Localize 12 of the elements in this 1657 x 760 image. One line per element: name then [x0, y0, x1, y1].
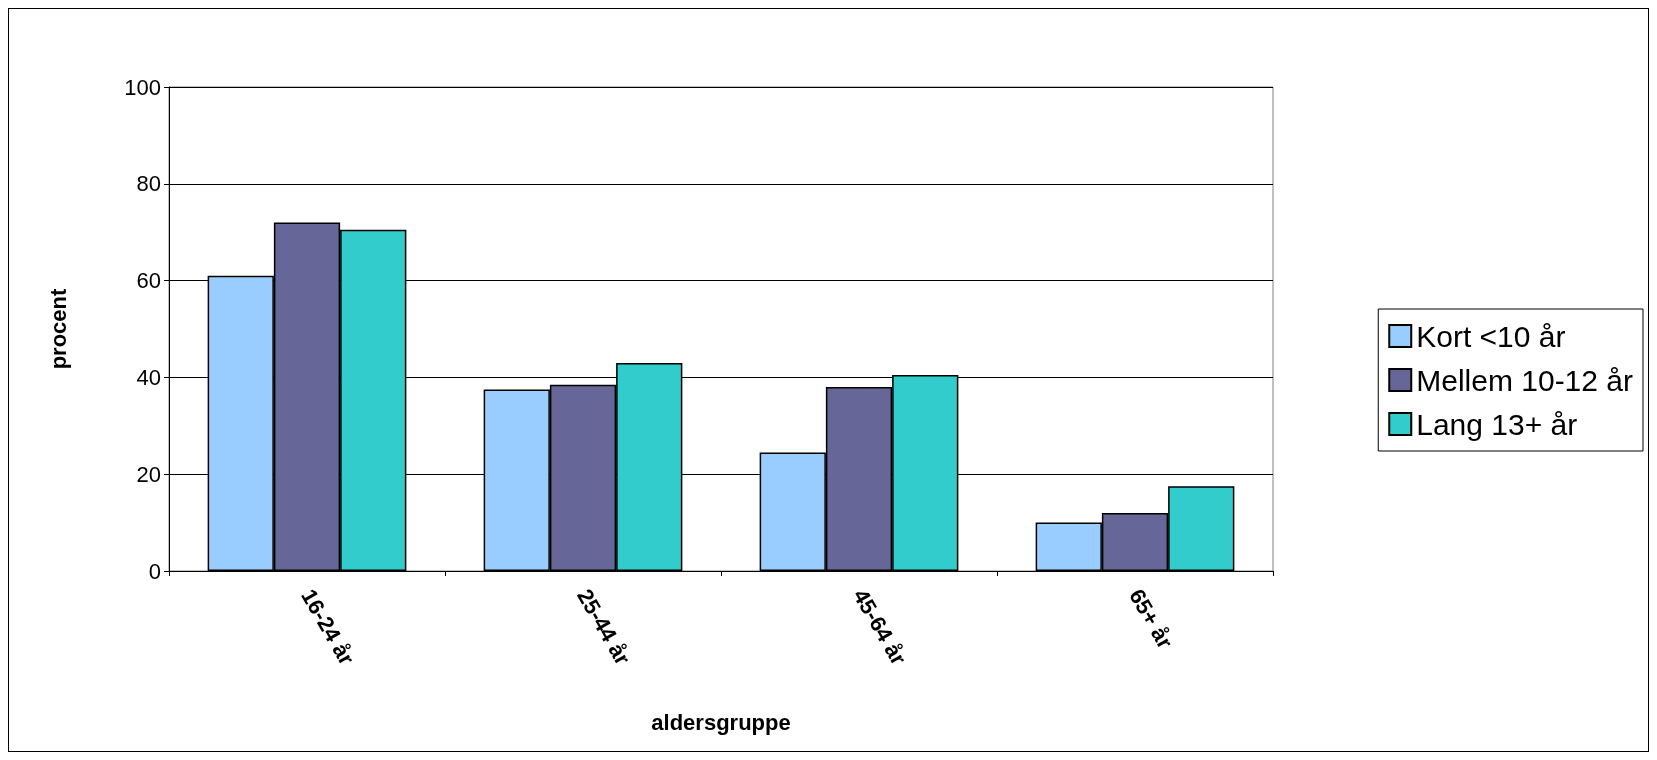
y-tick-label: 40	[136, 364, 161, 390]
x-axis-title: aldersgruppe	[651, 709, 791, 735]
legend-label: Lang 13+ år	[1416, 407, 1578, 441]
y-tick-label: 100	[124, 74, 161, 100]
legend-label: Mellem 10-12 år	[1416, 363, 1634, 397]
x-tick-label: 65+ år	[1124, 584, 1179, 654]
y-tick-label: 0	[148, 558, 161, 584]
y-axis-title: procent	[45, 288, 71, 370]
y-tick-label: 80	[136, 171, 161, 197]
legend-label: Kort <10 år	[1416, 319, 1566, 353]
y-tick-label: 60	[136, 268, 161, 294]
y-tick-label: 20	[136, 461, 161, 487]
